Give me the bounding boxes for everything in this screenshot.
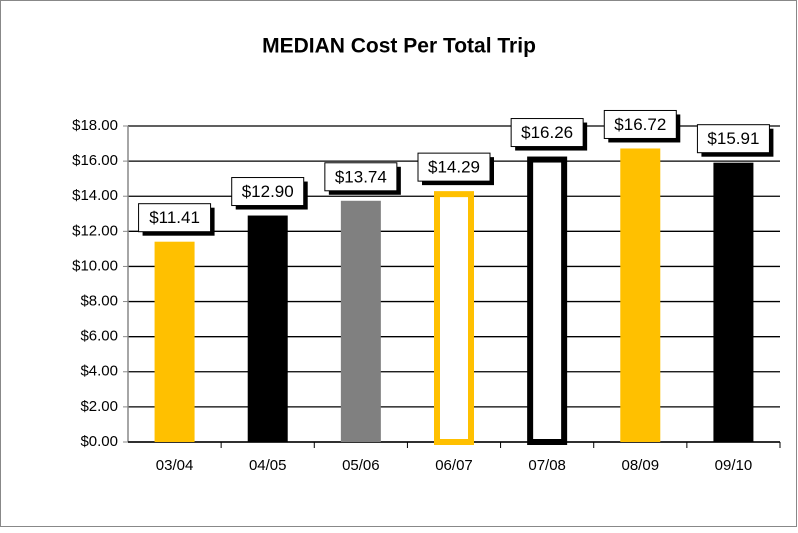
label-box xyxy=(324,162,398,192)
x-tick-label: 07/08 xyxy=(528,457,566,474)
bar xyxy=(434,191,474,445)
label-box xyxy=(603,109,677,139)
bar xyxy=(527,156,568,445)
y-tick-label: $10.00 xyxy=(72,257,118,274)
label-box xyxy=(510,118,584,148)
x-tick-label: 04/05 xyxy=(249,457,287,474)
bar xyxy=(154,241,195,442)
value-label: $16.72 xyxy=(614,115,666,134)
label-box xyxy=(231,177,305,207)
bar xyxy=(340,200,381,442)
label-box xyxy=(138,203,212,233)
y-tick-label: $4.00 xyxy=(80,363,118,380)
value-label: $11.41 xyxy=(149,208,200,227)
bar xyxy=(247,215,288,442)
value-label: $13.74 xyxy=(335,167,387,186)
bar xyxy=(620,148,661,442)
x-tick-label: 08/09 xyxy=(622,457,660,474)
y-tick-label: $14.00 xyxy=(72,187,118,204)
label-box xyxy=(417,152,491,182)
bar xyxy=(713,162,754,443)
label-box xyxy=(696,124,770,154)
y-tick-label: $8.00 xyxy=(80,293,118,310)
x-tick-label: 03/04 xyxy=(156,457,194,474)
y-tick-label: $2.00 xyxy=(80,398,118,415)
value-label: $12.90 xyxy=(242,182,294,201)
y-tick-label: $16.00 xyxy=(72,152,118,169)
x-tick-label: 06/07 xyxy=(435,457,473,474)
x-tick-label: 09/10 xyxy=(715,457,753,474)
x-tick-label: 05/06 xyxy=(342,457,380,474)
value-label: $15.91 xyxy=(707,129,759,148)
chart-title: MEDIAN Cost Per Total Trip xyxy=(262,35,536,58)
value-label: $16.26 xyxy=(521,123,573,142)
y-tick-label: $18.00 xyxy=(72,117,118,134)
value-label: $14.29 xyxy=(428,158,480,177)
y-tick-label: $0.00 xyxy=(80,433,118,450)
y-tick-label: $12.00 xyxy=(72,222,118,239)
y-tick-label: $6.00 xyxy=(80,328,118,345)
